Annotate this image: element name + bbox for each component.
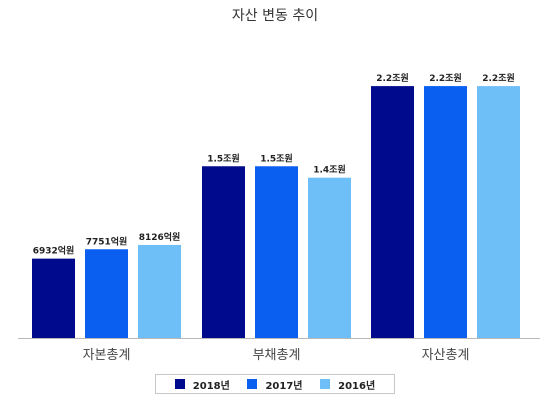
legend-label-2: 2016년 [338, 380, 376, 392]
legend-item-0: 2018년 [174, 377, 230, 392]
data-label-2-2: 2.2조원 [482, 72, 515, 84]
category-label-1: 부채총계 [253, 348, 301, 363]
data-label-1-1: 1.5조원 [260, 152, 293, 164]
bars-group: 6932억원 7751억원 8126억원 1.5조원 1.5조원 1.4조원 2.2조원 2.… [32, 72, 520, 338]
data-label-0-2: 8126억원 [139, 231, 181, 243]
data-label-0-0: 6932억원 [33, 245, 75, 257]
legend-swatch-2 [320, 379, 331, 389]
bar-2-2 [477, 86, 520, 338]
bar-1-1 [255, 166, 298, 338]
data-label-2-1: 2.2조원 [429, 72, 462, 84]
category-label-2: 자산총계 [422, 348, 470, 363]
bar-1-2 [308, 177, 351, 338]
bar-0-2 [138, 244, 181, 338]
data-label-0-1: 7751억원 [86, 235, 128, 247]
bar-1-0 [202, 166, 245, 338]
legend: 2018년 2017년 2016년 [155, 374, 395, 394]
bar-0-0 [32, 258, 75, 338]
category-labels: 자본총계 부채총계 자산총계 [83, 348, 470, 363]
chart-title: 자산 변동 추이 [232, 8, 318, 24]
legend-swatch-1 [247, 379, 258, 389]
data-label-1-2: 1.4조원 [313, 164, 346, 176]
data-label-2-0: 2.2조원 [376, 72, 409, 84]
bar-2-1 [424, 86, 467, 338]
legend-label-1: 2017년 [265, 380, 303, 392]
bar-2-0 [371, 86, 414, 338]
legend-item-1: 2017년 [247, 377, 303, 392]
legend-label-0: 2018년 [192, 380, 230, 392]
legend-swatch-0 [174, 379, 185, 389]
bar-0-1 [85, 249, 128, 338]
legend-item-2: 2016년 [320, 377, 375, 392]
category-label-0: 자본총계 [83, 348, 131, 363]
data-label-1-0: 1.5조원 [207, 152, 240, 164]
